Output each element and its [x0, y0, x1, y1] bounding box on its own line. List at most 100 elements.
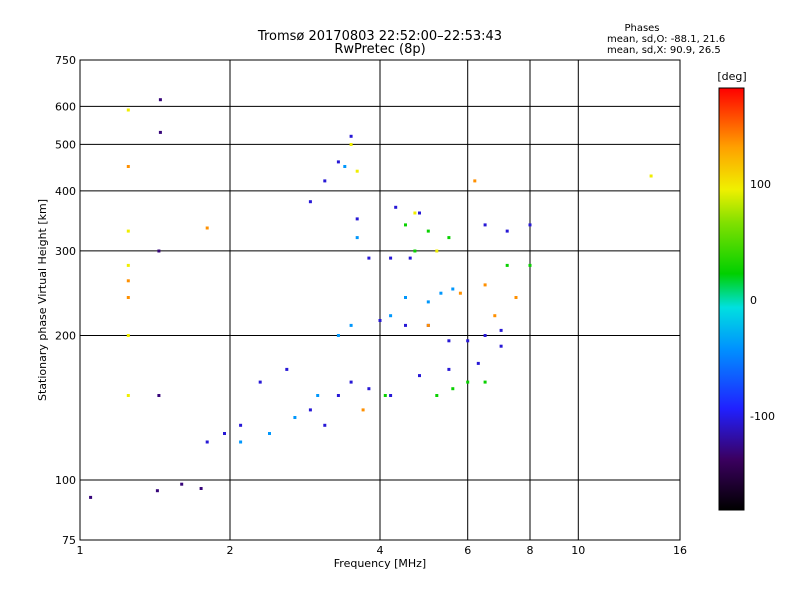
data-point: [483, 334, 487, 337]
data-point: [126, 334, 130, 337]
data-point: [180, 482, 184, 486]
y-tick-label: 100: [55, 474, 76, 487]
data-point: [458, 291, 462, 295]
data-point: [404, 323, 407, 327]
data-point: [323, 179, 327, 183]
data-point: [126, 229, 130, 233]
y-tick-labels: 75 100 200 300 400 500 600 750: [55, 54, 76, 547]
data-point: [361, 408, 365, 412]
data-point: [349, 380, 353, 384]
x-tick-label: 2: [227, 544, 234, 557]
data-point: [447, 339, 451, 343]
data-point: [404, 296, 407, 299]
data-point: [493, 314, 497, 318]
data-point: [308, 408, 312, 412]
data-point: [514, 296, 518, 299]
data-point: [466, 380, 470, 384]
data-point: [258, 380, 262, 384]
data-point: [404, 223, 407, 227]
y-tick-label: 300: [55, 245, 76, 258]
data-point: [473, 179, 477, 183]
data-point: [367, 387, 371, 391]
data-point: [505, 263, 509, 267]
data-point: [126, 263, 130, 267]
data-point: [89, 495, 93, 499]
data-point: [389, 256, 393, 260]
data-point: [336, 394, 340, 397]
data-point: [126, 279, 130, 283]
data-point: [349, 323, 353, 327]
data-point: [157, 249, 161, 253]
y-tick-label: 750: [55, 54, 76, 67]
data-point: [158, 130, 162, 134]
y-tick-label: 200: [55, 330, 76, 343]
x-tick-label: 6: [464, 544, 471, 557]
data-point: [343, 165, 347, 168]
data-point: [435, 394, 439, 397]
data-point: [389, 314, 393, 318]
x-axis-label: Frequency [MHz]: [334, 557, 426, 570]
data-point: [476, 361, 480, 365]
data-point: [205, 440, 209, 444]
data-point: [378, 319, 382, 322]
x-tick-label: 10: [571, 544, 585, 557]
y-axis-label: Stationary phase Virtual Height [km]: [36, 199, 49, 401]
data-point: [466, 339, 470, 343]
y-tick-label: 75: [62, 534, 76, 547]
data-point: [413, 249, 417, 253]
x-tick-label: 1: [77, 544, 84, 557]
data-point: [293, 416, 297, 419]
data-point: [505, 229, 509, 233]
colorbar-tick-label: 100: [750, 178, 771, 191]
data-point: [435, 249, 439, 253]
y-tick-label: 500: [55, 138, 76, 151]
data-point: [239, 423, 243, 427]
data-point: [389, 394, 393, 397]
stats-o-line: mean, sd,O: -88.1, 21.6: [607, 34, 725, 45]
data-point: [199, 487, 203, 490]
data-point: [126, 108, 130, 112]
data-point: [418, 374, 421, 378]
data-point: [499, 344, 503, 348]
data-point: [158, 98, 162, 102]
data-point: [268, 432, 271, 435]
data-point: [408, 256, 412, 260]
data-point: [451, 387, 455, 391]
data-point: [426, 229, 430, 233]
data-point: [451, 287, 455, 291]
colorbar: [718, 87, 745, 511]
data-point: [426, 300, 430, 304]
data-point: [126, 394, 130, 397]
data-point: [355, 217, 359, 221]
colorbar-label: [deg]: [717, 70, 746, 83]
data-point: [499, 328, 503, 332]
data-point: [126, 165, 130, 168]
data-point: [323, 423, 327, 427]
chart-subtitle: RwPretec (8p): [334, 42, 425, 57]
data-point: [308, 200, 312, 204]
data-point: [367, 256, 371, 260]
data-point: [349, 134, 353, 138]
x-tick-labels: 1 2 4 6 8 10 16: [77, 544, 688, 557]
data-point: [205, 226, 209, 230]
data-point: [336, 160, 340, 164]
data-point: [239, 440, 243, 444]
data-point: [155, 489, 159, 493]
x-tick-label: 4: [377, 544, 384, 557]
data-point: [126, 296, 130, 299]
data-point: [355, 169, 359, 173]
data-point: [447, 236, 451, 240]
data-point: [528, 223, 532, 227]
data-point: [528, 263, 532, 267]
data-point: [418, 211, 421, 215]
data-point: [413, 211, 417, 215]
stats-header: Phases: [624, 23, 659, 34]
data-point: [447, 367, 451, 371]
data-point: [223, 432, 226, 435]
chart-title: Tromsø 20170803 22:52:00–22:53:43: [257, 29, 502, 44]
data-point: [157, 394, 161, 397]
data-point: [483, 223, 487, 227]
data-point: [394, 205, 398, 209]
data-point: [336, 334, 340, 337]
